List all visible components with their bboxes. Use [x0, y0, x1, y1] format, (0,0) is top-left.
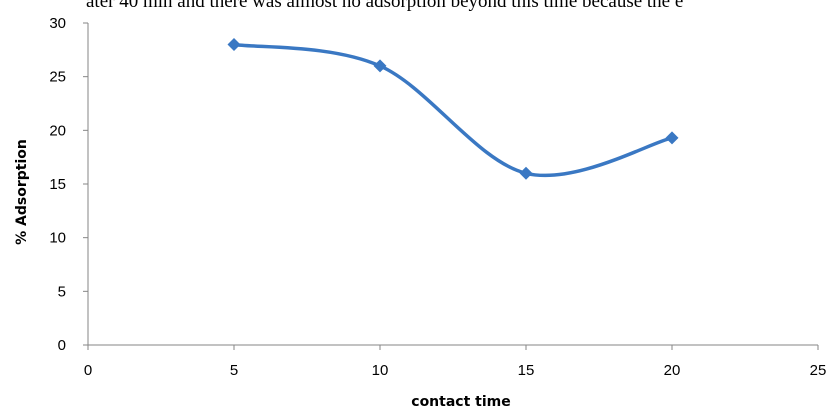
data-point-marker	[519, 166, 533, 180]
y-axis-title: % Adsorption	[14, 139, 30, 245]
y-tick-label: 15	[49, 176, 66, 193]
data-point-marker	[665, 131, 679, 145]
x-tick-label: 25	[810, 362, 827, 379]
y-tick-label: 30	[49, 15, 66, 32]
y-tick-label: 20	[49, 122, 66, 139]
x-tick-label: 15	[518, 362, 535, 379]
x-tick-label: 0	[84, 362, 92, 379]
y-tick-label: 0	[58, 337, 66, 354]
y-tick-labels: 0 5 10 15 20 25 30	[49, 15, 88, 354]
data-point-marker	[373, 59, 387, 73]
data-point-marker	[227, 37, 241, 51]
x-axis-title: contact time	[411, 394, 510, 410]
clipped-body-text: ater 40 min and there was almost no adso…	[86, 0, 684, 12]
x-tick-label: 5	[230, 362, 238, 379]
x-tick-label: 20	[664, 362, 681, 379]
y-tick-label: 25	[49, 69, 66, 86]
x-tick-labels: 0 5 10 15 20 25	[84, 345, 827, 379]
x-tick-label: 10	[372, 362, 389, 379]
y-tick-label: 10	[49, 230, 66, 247]
data-series	[227, 37, 679, 180]
series-line	[232, 42, 674, 178]
y-tick-label: 5	[58, 283, 66, 300]
chart-axes	[87, 23, 818, 346]
